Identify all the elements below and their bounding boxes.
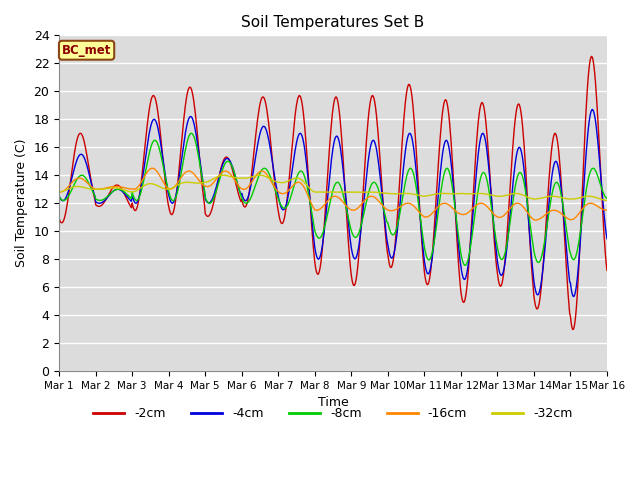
X-axis label: Time: Time [317, 396, 348, 409]
Y-axis label: Soil Temperature (C): Soil Temperature (C) [15, 139, 28, 267]
Title: Soil Temperatures Set B: Soil Temperatures Set B [241, 15, 425, 30]
Text: BC_met: BC_met [62, 44, 111, 57]
Legend: -2cm, -4cm, -8cm, -16cm, -32cm: -2cm, -4cm, -8cm, -16cm, -32cm [88, 402, 578, 425]
